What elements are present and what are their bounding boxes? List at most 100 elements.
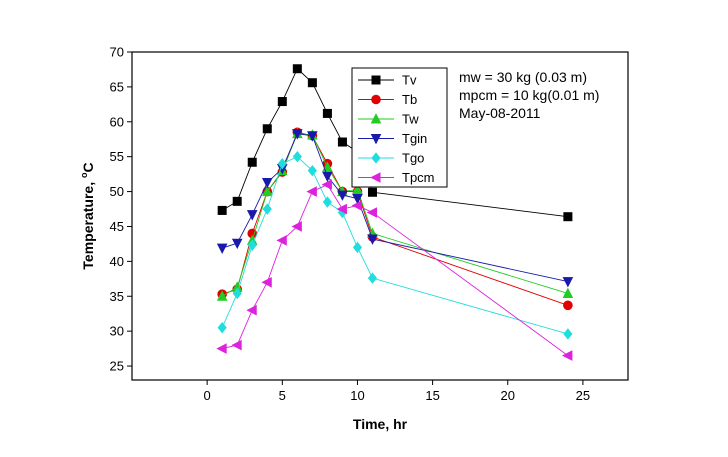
legend-marker	[370, 113, 382, 124]
y-tick-label: 40	[110, 254, 124, 269]
series-group	[216, 64, 574, 361]
data-point-tgo	[277, 157, 287, 170]
legend-marker	[371, 75, 381, 85]
data-point-tpcm	[351, 200, 362, 211]
legend-item-tb: Tb	[358, 92, 417, 107]
data-point-tgin	[216, 243, 228, 254]
legend-marker	[371, 94, 381, 105]
y-tick-label: 45	[110, 219, 124, 234]
data-point-tgo	[322, 196, 332, 208]
data-point-tgo	[247, 239, 257, 251]
annotation-mw: mw = 30 kg (0.03 m)	[459, 69, 587, 85]
data-point-tgo	[262, 203, 272, 215]
legend-marker	[370, 172, 381, 183]
legend-label: Tw	[402, 112, 419, 127]
data-point-tv	[277, 97, 287, 107]
data-point-tgo	[352, 241, 363, 254]
y-tick-label: 30	[110, 324, 124, 339]
legend-label: Tv	[402, 73, 417, 88]
data-point-tgin	[231, 238, 243, 250]
legend-box	[351, 67, 448, 188]
data-point-tw	[216, 290, 228, 301]
plot-frame	[131, 51, 629, 381]
data-point-tv	[292, 64, 302, 74]
legend-label: Tpcm	[402, 170, 435, 185]
legend-item-tpcm: Tpcm	[358, 170, 435, 185]
x-tick-label: 15	[425, 388, 439, 403]
data-point-tgin	[367, 234, 378, 245]
data-point-tpcm	[276, 235, 287, 246]
data-point-tw	[261, 185, 273, 197]
legend: Tv Tb Tw Tgin Tgo Tpcm	[351, 67, 448, 188]
data-point-tgo	[232, 287, 242, 300]
tick-marks: 0 5 10 15 20 25 25 30 35 40 45 50 55 60 65 70	[110, 45, 591, 404]
x-axis-title: Time, hr	[353, 416, 408, 432]
data-point-tgo	[367, 272, 378, 284]
data-point-tgin	[337, 190, 348, 201]
data-point-tpcm	[291, 221, 302, 232]
data-point-tpcm	[336, 203, 347, 215]
data-point-tgin	[292, 129, 303, 140]
data-point-tgo	[217, 321, 227, 334]
legend-label: Tb	[402, 92, 417, 107]
y-tick-label: 55	[110, 149, 124, 164]
y-tick-label: 60	[110, 114, 124, 129]
data-point-tv	[563, 212, 573, 222]
data-point-tv	[322, 108, 332, 118]
data-point-tgin	[307, 131, 318, 142]
data-point-tv	[262, 124, 272, 134]
legend-label: Tgo	[402, 151, 424, 166]
legend-item-tv: Tv	[358, 73, 417, 88]
data-point-tv	[232, 196, 242, 206]
y-axis-title-main: Temperature,	[80, 178, 96, 270]
data-point-tgo	[292, 151, 302, 163]
y-axis-title-unit: C	[80, 162, 96, 172]
data-point-tgin	[322, 171, 333, 183]
series-line-tgo	[221, 156, 569, 335]
data-point-tb	[563, 300, 573, 311]
series-tgin	[216, 129, 574, 288]
data-point-tgin	[562, 277, 574, 288]
y-tick-label: 65	[110, 79, 124, 94]
legend-marker	[370, 134, 382, 145]
y-tick-label: 50	[110, 184, 124, 199]
data-point-tw	[562, 287, 574, 298]
data-point-tpcm	[366, 207, 377, 218]
legend-item-tgin: Tgin	[358, 131, 427, 146]
legend-marker	[371, 152, 381, 164]
legend-label: Tgin	[402, 131, 427, 146]
y-axis-title: Temperature, oC	[79, 162, 96, 269]
x-tick-label: 20	[501, 388, 515, 403]
data-point-tv	[337, 137, 347, 147]
x-tick-label: 5	[279, 388, 286, 403]
data-point-tv	[367, 187, 377, 197]
data-point-tpcm	[246, 304, 257, 316]
data-point-tpcm	[216, 343, 227, 354]
x-tick-label: 10	[350, 388, 364, 403]
data-point-tpcm	[562, 350, 573, 361]
data-point-tv	[217, 205, 227, 215]
series-tgo	[217, 151, 573, 340]
data-point-tgin	[261, 178, 273, 189]
data-point-tv	[307, 78, 317, 88]
data-point-tv	[247, 157, 257, 167]
x-tick-label: 25	[576, 388, 590, 403]
data-point-tgo	[563, 328, 573, 340]
data-point-tpcm	[231, 339, 242, 351]
y-tick-label: 35	[110, 289, 124, 304]
data-point-tgo	[307, 164, 317, 177]
y-axis-title-degree: o	[79, 172, 89, 178]
data-point-tgin	[352, 194, 363, 205]
y-tick-label: 70	[110, 45, 124, 60]
data-point-tpcm	[306, 186, 317, 197]
data-point-tpcm	[321, 179, 332, 190]
data-point-tpcm	[261, 277, 272, 288]
data-point-tw	[352, 183, 363, 194]
legend-item-tw: Tw	[358, 112, 419, 127]
annotation-date: May-08-2011	[459, 105, 541, 121]
data-point-tgin	[246, 210, 258, 221]
legend-item-tgo: Tgo	[358, 151, 424, 166]
series-tpcm	[216, 179, 573, 361]
annotation-mpcm: mpcm = 10 kg(0.01 m)	[459, 87, 599, 103]
